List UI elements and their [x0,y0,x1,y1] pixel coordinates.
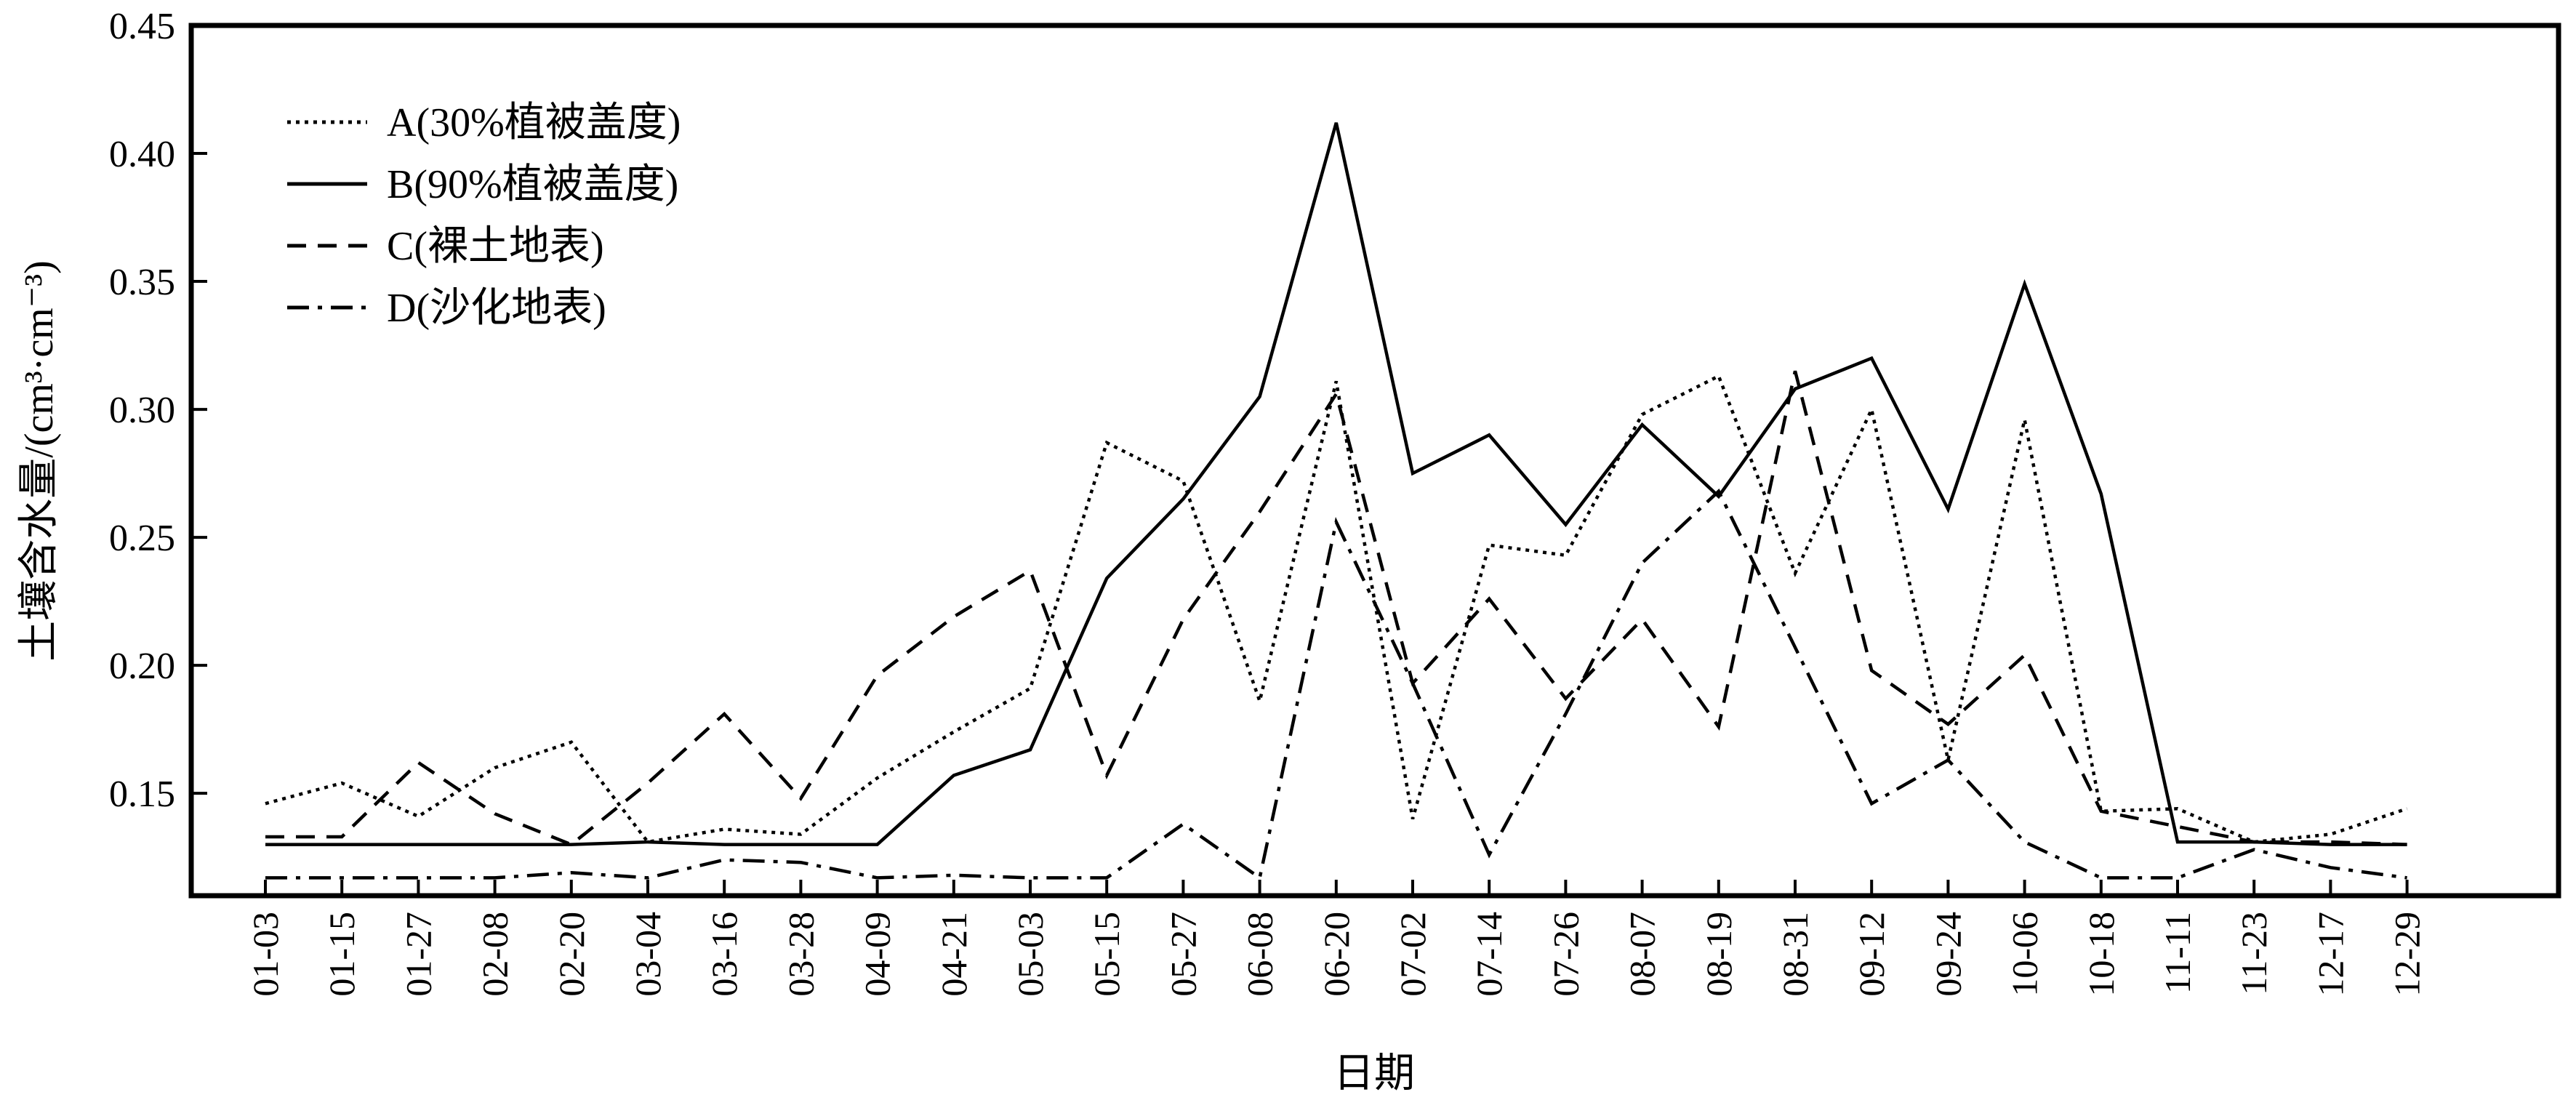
x-axis-title: 日期 [1333,1051,1415,1096]
y-tick-label: 0.30 [109,390,175,431]
x-tick-label: 10-18 [2081,912,2122,997]
y-tick-label: 0.15 [109,774,175,815]
x-tick-label: 08-31 [1775,912,1815,997]
legend-label: B(90%植被盖度) [387,162,678,207]
x-tick-label: 02-08 [475,912,515,997]
x-tick-label: 01-15 [321,912,362,997]
y-tick-label: 0.45 [109,6,175,47]
x-tick-label: 04-09 [857,912,898,997]
x-tick-label: 03-16 [704,912,745,997]
x-tick-label: 06-20 [1316,912,1357,997]
x-tick-label: 07-02 [1392,912,1433,997]
y-axis: 0.15 0.20 0.25 0.30 0.35 0.40 0.45 [109,6,207,815]
x-tick-label: 07-14 [1469,912,1509,997]
plot-frame [188,23,2561,899]
x-tick-label: 01-27 [398,912,438,997]
x-tick-label: 12-29 [2387,912,2428,997]
x-tick-label: 07-26 [1545,912,1586,997]
x-tick-label: 05-27 [1163,912,1203,997]
x-tick-label: 11-11 [2157,912,2198,994]
legend-label: C(裸土地表) [387,224,604,269]
x-tick-label: 05-15 [1086,912,1127,997]
series-layer [265,122,2408,881]
legend: A(30%植被盖度) B(90%植被盖度) C(裸土地表) D(沙化地表) [287,100,681,331]
y-tick-label: 0.35 [109,262,175,303]
x-tick-label: 09-12 [1851,912,1892,997]
x-tick-label: 06-08 [1240,912,1280,997]
y-tick-label: 0.25 [109,518,175,559]
x-tick-label: 08-19 [1698,912,1739,997]
series-line-b [265,122,2407,846]
x-tick-label: 02-20 [551,912,592,997]
legend-label: D(沙化地表) [387,286,606,331]
x-axis: 01-03 01-15 01-27 02-08 02-20 03-04 03-16 03-28… [245,880,2428,997]
x-tick-label: 03-28 [780,912,821,997]
y-axis-title: 土壤含水量/(cm³·cm⁻³) [17,260,62,661]
y-tick-label: 0.40 [109,134,175,175]
series-line-d [265,488,2407,881]
x-tick-label: 12-17 [2310,912,2351,997]
x-tick-label: 11-23 [2234,912,2274,995]
legend-label: A(30%植被盖度) [387,100,681,145]
x-tick-label: 04-21 [934,912,974,997]
y-tick-label: 0.20 [109,646,175,687]
series-line-a [265,374,2408,844]
x-tick-label: 08-07 [1622,912,1663,997]
x-tick-label: 10-06 [2005,912,2045,997]
x-tick-label: 09-24 [1927,912,1968,997]
series-line-c [265,370,2407,847]
x-tick-label: 03-04 [627,912,668,997]
x-tick-label: 05-03 [1010,912,1051,997]
x-tick-label: 01-03 [245,912,286,997]
